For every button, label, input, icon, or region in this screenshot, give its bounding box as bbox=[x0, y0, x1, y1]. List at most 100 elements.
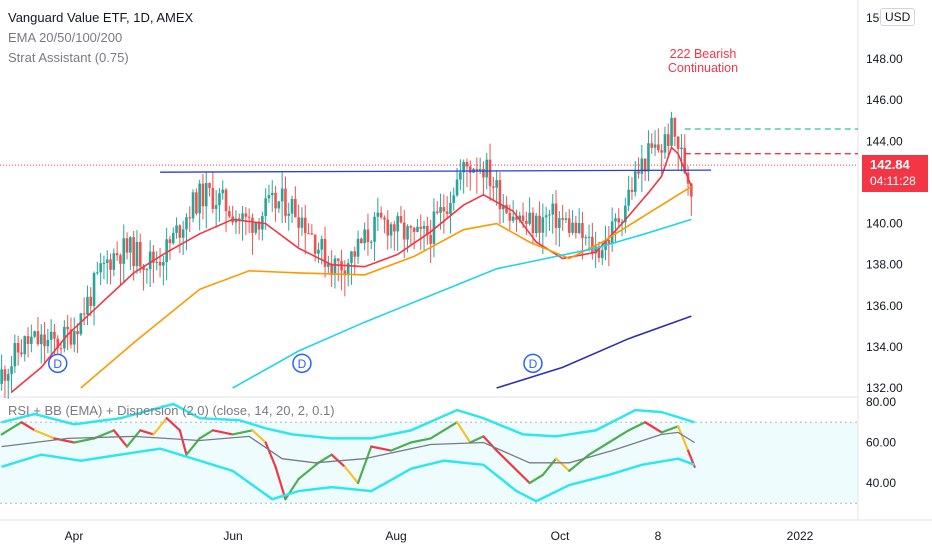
candle-body bbox=[373, 216, 376, 242]
rsi-segment bbox=[442, 421, 459, 432]
candle-body bbox=[630, 189, 634, 192]
candle-body bbox=[247, 216, 251, 218]
candle-body bbox=[221, 189, 225, 194]
candle-body bbox=[452, 195, 456, 203]
y-tick-label: 132.00 bbox=[866, 381, 903, 395]
candle-body bbox=[528, 212, 531, 224]
candle-body bbox=[567, 218, 571, 233]
candle-body bbox=[422, 225, 426, 229]
candle-body bbox=[122, 238, 126, 264]
candle-body bbox=[208, 183, 211, 188]
x-tick-label: Oct bbox=[551, 529, 570, 543]
ema-legend[interactable]: EMA 20/50/100/200 bbox=[8, 30, 123, 45]
candle-body bbox=[498, 180, 502, 210]
candle-body bbox=[10, 366, 13, 375]
x-tick-label: Aug bbox=[385, 529, 406, 543]
candle-body bbox=[376, 212, 380, 217]
rsi-segment bbox=[568, 453, 591, 472]
candle-body bbox=[0, 369, 3, 384]
candle-body bbox=[432, 211, 436, 244]
candle-body bbox=[290, 198, 294, 214]
x-tick-label: Jun bbox=[223, 529, 242, 543]
candle-body bbox=[310, 233, 314, 235]
candle-body bbox=[594, 246, 597, 254]
candle-body bbox=[353, 251, 357, 257]
x-tick-label: 8 bbox=[655, 529, 662, 543]
candle-body bbox=[653, 144, 657, 148]
series-lower-band bbox=[1, 447, 696, 503]
candle-body bbox=[109, 259, 112, 270]
candle-body bbox=[409, 226, 413, 228]
rsi-legend[interactable]: RSI + BB (EMA) + Dispersion (2.0) (close… bbox=[8, 403, 335, 418]
rsi-band-fill bbox=[0, 422, 858, 504]
candle-body bbox=[6, 374, 10, 381]
candle-body bbox=[525, 220, 528, 224]
series-rsi bbox=[0, 417, 696, 501]
x-tick-label: Apr bbox=[65, 529, 84, 543]
candle-body bbox=[683, 147, 687, 173]
rsi-segment bbox=[20, 421, 36, 432]
candle-body bbox=[96, 272, 99, 274]
candle-body bbox=[92, 273, 96, 307]
rsi-segment bbox=[370, 445, 393, 452]
candle-body bbox=[89, 296, 93, 307]
candle-body bbox=[201, 183, 205, 207]
candle-body bbox=[475, 168, 479, 172]
candle-body bbox=[508, 212, 512, 221]
candle-body bbox=[544, 215, 548, 218]
candle-body bbox=[254, 221, 258, 233]
candle-body bbox=[327, 263, 330, 267]
trendline bbox=[160, 169, 712, 173]
series-ema-200 bbox=[496, 315, 692, 389]
candle-body bbox=[439, 207, 442, 213]
candle-body bbox=[561, 218, 564, 220]
rsi-segment bbox=[152, 417, 168, 436]
candle-body bbox=[406, 226, 409, 240]
candle-body bbox=[449, 202, 452, 214]
candle-body bbox=[429, 234, 432, 244]
last-price-tag: 142.84 04:11:28 bbox=[862, 155, 928, 192]
last-price: 142.84 bbox=[870, 157, 910, 172]
candle-body bbox=[59, 348, 63, 350]
rsi-y-tick-label: 40.00 bbox=[866, 476, 896, 490]
candle-body bbox=[389, 224, 393, 236]
candle-body bbox=[72, 331, 76, 345]
rsi-segment bbox=[644, 421, 663, 434]
candle-body bbox=[478, 168, 482, 172]
rsi-segment bbox=[297, 461, 320, 481]
candle-body bbox=[33, 331, 36, 337]
rsi-y-tick-label: 80.00 bbox=[866, 395, 896, 409]
dividend-marker bbox=[523, 353, 543, 374]
candle-body bbox=[501, 204, 505, 210]
candle-body bbox=[551, 203, 555, 215]
candle-body bbox=[171, 232, 175, 244]
candle-body bbox=[455, 179, 459, 196]
rsi-segment bbox=[112, 429, 129, 448]
candle-body bbox=[412, 227, 416, 232]
candle-body bbox=[287, 213, 291, 216]
candle-body bbox=[564, 218, 568, 220]
candle-body bbox=[69, 329, 73, 345]
strat-assistant-legend[interactable]: Strat Assistant (0.75) bbox=[8, 50, 129, 65]
candle-body bbox=[82, 313, 86, 315]
candle-body bbox=[211, 187, 215, 209]
candle-body bbox=[178, 225, 182, 238]
candle-body bbox=[320, 238, 324, 250]
currency-badge[interactable]: USD bbox=[880, 8, 916, 26]
candle-body bbox=[386, 219, 390, 236]
candle-body bbox=[26, 336, 30, 344]
candle-body bbox=[548, 214, 551, 216]
candle-body bbox=[363, 229, 366, 244]
candle-body bbox=[300, 217, 304, 228]
candle-body bbox=[218, 193, 221, 206]
candle-body bbox=[554, 203, 558, 228]
rsi-segment bbox=[165, 417, 181, 432]
candle-body bbox=[237, 218, 241, 220]
candle-body bbox=[650, 143, 654, 148]
y-tick-label: 134.00 bbox=[866, 340, 903, 354]
candle-body bbox=[175, 225, 178, 233]
annotation-line-1: 222 Bearish bbox=[669, 47, 737, 61]
series-ema-20 bbox=[11, 146, 693, 393]
